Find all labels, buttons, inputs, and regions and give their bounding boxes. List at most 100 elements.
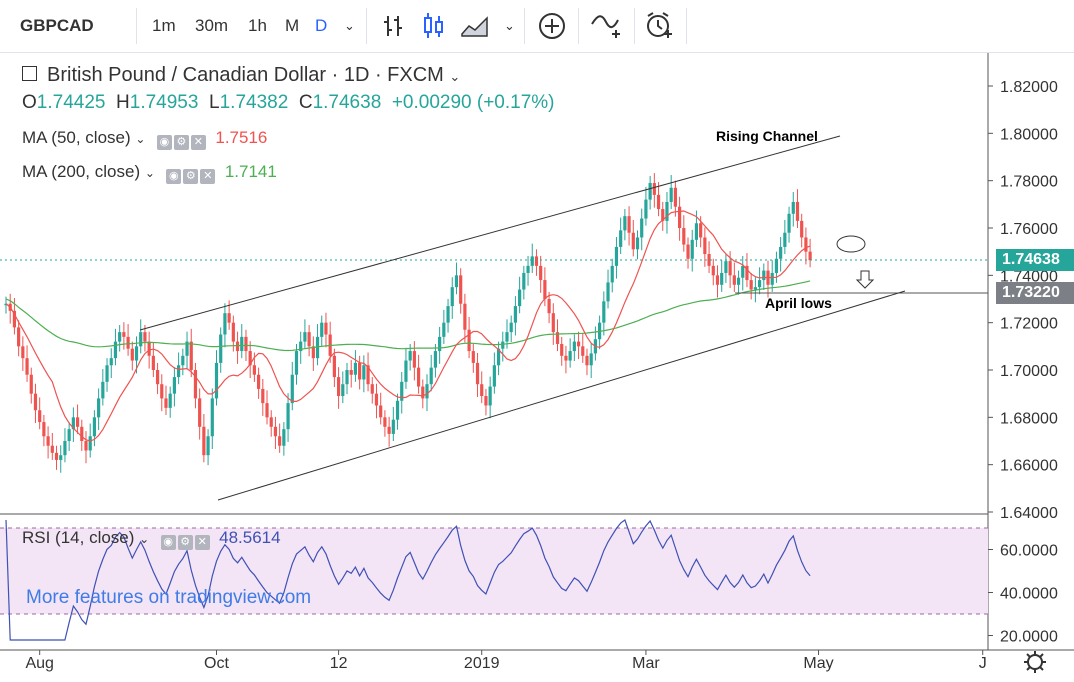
bar-chart-style-icon[interactable] xyxy=(382,14,404,38)
candle-body xyxy=(581,346,585,356)
candle-body xyxy=(257,374,261,389)
rsi-line xyxy=(5,519,811,641)
candle-body xyxy=(539,265,543,281)
candle-body xyxy=(358,362,362,380)
interval-1m-button[interactable]: 1m xyxy=(152,16,176,35)
ma50-settings-icon[interactable]: ⚙ xyxy=(173,135,189,150)
alert-clock-icon[interactable] xyxy=(644,10,674,40)
candle-body xyxy=(412,351,416,368)
candle-body xyxy=(374,393,379,406)
ma50-line xyxy=(5,210,811,442)
candle-body xyxy=(185,341,189,356)
symbol-search-button[interactable]: GBPCAD xyxy=(20,16,94,35)
candle-body xyxy=(627,216,631,233)
interval-1h-button[interactable]: 1h xyxy=(248,16,267,35)
candle-body xyxy=(164,398,168,408)
candle-body xyxy=(446,306,450,323)
top-toolbar: GBPCAD 1m 30m 1h M D ⌄ ⌄ xyxy=(0,0,1074,53)
candle-body xyxy=(518,289,522,307)
candle-body xyxy=(219,334,223,363)
ma200-chevron-icon[interactable]: ⌄ xyxy=(144,166,155,180)
price-axis-ticks: 1.82000 1.80000 1.78000 1.76000 1.74000 1.720… xyxy=(988,79,1058,522)
candle-body xyxy=(294,351,299,375)
ma50-visibility-icon[interactable]: ◉ xyxy=(156,135,172,150)
rsi-visibility-icon[interactable]: ◉ xyxy=(160,535,176,550)
candle-body xyxy=(770,272,774,285)
candle-body xyxy=(290,374,294,404)
area-chart-style-icon[interactable] xyxy=(460,14,490,38)
candle-body xyxy=(63,441,67,456)
price-chart[interactable]: Rising Channel April lows 1.82000 1.80000… xyxy=(0,53,1074,682)
april-lows-price-label: 1.73220 xyxy=(996,282,1074,304)
candle-body xyxy=(795,201,800,221)
candle-body xyxy=(265,403,269,418)
candle-body xyxy=(155,370,160,385)
candle-body xyxy=(391,419,395,434)
candle-body xyxy=(694,223,699,240)
candle-body xyxy=(46,436,50,446)
candle-body xyxy=(572,341,576,352)
time-axis-ticks: Aug Oct 12 2019 Mar May J xyxy=(25,650,987,672)
rsi-tick-label: 20.0000 xyxy=(1000,629,1058,646)
price-tick-label: 1.80000 xyxy=(1000,126,1058,143)
candle-body xyxy=(720,272,724,285)
candle-body xyxy=(551,313,555,333)
candle-body xyxy=(774,258,779,273)
price-tick-label: 1.78000 xyxy=(1000,174,1058,191)
candle-body xyxy=(315,336,320,359)
candle-body xyxy=(71,417,75,430)
candle-body xyxy=(387,426,391,434)
ma50-close-icon[interactable]: ✕ xyxy=(190,135,206,150)
rsi-settings-icon[interactable]: ⚙ xyxy=(177,535,193,550)
candle-body xyxy=(59,455,63,460)
interval-30m-button[interactable]: 30m xyxy=(195,16,229,35)
rsi-legend[interactable]: RSI (14, close) ⌄ ◉ ⚙ ✕ 48.5614 xyxy=(22,528,281,550)
candle-body xyxy=(172,377,176,394)
candle-body xyxy=(404,360,408,382)
candle-body xyxy=(88,436,92,451)
ma200-close-icon[interactable]: ✕ xyxy=(200,169,216,184)
rsi-axis-ticks: 60.0000 40.0000 20.0000 xyxy=(988,543,1058,646)
compare-symbol-icon[interactable] xyxy=(590,12,624,40)
candle-body xyxy=(631,232,635,250)
candle-body xyxy=(50,445,54,453)
high-value: 1.74953 xyxy=(129,92,199,113)
candle-body xyxy=(54,452,59,460)
time-tick-label: Mar xyxy=(632,655,660,672)
candle-body xyxy=(139,332,143,347)
candle-body xyxy=(227,313,231,323)
interval-month-button[interactable]: M xyxy=(285,16,300,35)
candle-body xyxy=(379,405,383,418)
ma200-legend[interactable]: MA (200, close) ⌄ ◉ ⚙ ✕ 1.7141 xyxy=(22,162,277,184)
rsi-close-icon[interactable]: ✕ xyxy=(194,535,210,550)
candle-body xyxy=(614,246,619,266)
candle-body xyxy=(707,254,711,266)
legend-chevron-icon[interactable]: ⌄ xyxy=(449,69,461,84)
candle-body xyxy=(715,275,720,285)
time-tick-label: J xyxy=(979,655,987,672)
candle-body xyxy=(206,436,210,456)
tradingview-watermark-link[interactable]: More features on tradingview.com xyxy=(26,587,312,608)
candle-body xyxy=(324,322,328,335)
chart-style-chevron-icon[interactable]: ⌄ xyxy=(504,18,515,33)
indicators-plus-icon[interactable] xyxy=(538,12,566,40)
ma50-chevron-icon[interactable]: ⌄ xyxy=(135,132,146,146)
ma50-legend[interactable]: MA (50, close) ⌄ ◉ ⚙ ✕ 1.7516 xyxy=(22,128,267,150)
ma200-settings-icon[interactable]: ⚙ xyxy=(183,169,199,184)
interval-day-button[interactable]: D xyxy=(315,16,328,35)
candle-body xyxy=(648,183,652,200)
ma200-visibility-icon[interactable]: ◉ xyxy=(166,169,182,184)
candle-body xyxy=(168,393,172,408)
rsi-chevron-icon[interactable]: ⌄ xyxy=(139,532,150,546)
toolbar-separator xyxy=(686,8,687,44)
candle-body xyxy=(261,388,265,404)
settings-gear-icon[interactable] xyxy=(1024,651,1046,673)
candles-chart-style-icon[interactable] xyxy=(422,12,446,40)
candle-body xyxy=(84,441,88,451)
candles-layer xyxy=(4,173,812,473)
price-tick-label: 1.76000 xyxy=(1000,221,1058,238)
candle-body xyxy=(42,422,46,437)
candle-body xyxy=(421,386,425,399)
collapse-legend-icon[interactable] xyxy=(22,66,37,81)
interval-dropdown-chevron-icon[interactable]: ⌄ xyxy=(344,18,355,33)
